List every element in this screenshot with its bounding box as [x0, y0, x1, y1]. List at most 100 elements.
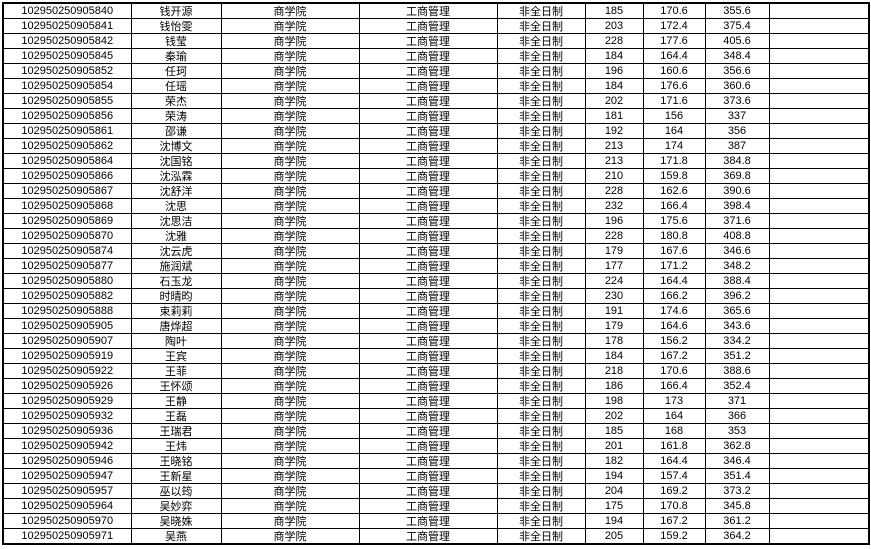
cell-major[interactable]: 工商管理 [358, 453, 498, 469]
cell-score2[interactable]: 166.4 [642, 378, 706, 394]
cell-total[interactable]: 351.4 [704, 468, 770, 484]
cell-score1[interactable]: 202 [584, 408, 644, 424]
cell-college[interactable]: 商学院 [220, 303, 360, 319]
cell-college[interactable]: 商学院 [220, 408, 360, 424]
cell-total[interactable]: 337 [704, 108, 770, 124]
cell-score2[interactable]: 166.4 [642, 198, 706, 214]
cell-name[interactable]: 王瑞君 [130, 423, 222, 439]
cell-college[interactable]: 商学院 [220, 423, 360, 439]
cell-total[interactable]: 356 [704, 123, 770, 139]
cell-mode[interactable]: 非全日制 [496, 438, 586, 454]
cell-total[interactable]: 351.2 [704, 348, 770, 364]
cell-score2[interactable]: 175.6 [642, 213, 706, 229]
cell-major[interactable]: 工商管理 [358, 2, 498, 19]
cell-id[interactable]: 102950250905841 [2, 18, 132, 34]
table-row[interactable]: 102950250905845 秦瑜 商学院 工商管理 非全日制 184 164.4 348.… [2, 48, 870, 64]
cell-college[interactable]: 商学院 [220, 498, 360, 514]
table-row[interactable]: 102950250905957 巫以筠 商学院 工商管理 非全日制 204 169.2 373… [2, 483, 870, 499]
cell-score2[interactable]: 167.2 [642, 513, 706, 529]
cell-major[interactable]: 工商管理 [358, 63, 498, 79]
cell-name[interactable]: 施润斌 [130, 258, 222, 274]
cell-major[interactable]: 工商管理 [358, 408, 498, 424]
cell-id[interactable]: 102950250905866 [2, 168, 132, 184]
cell-blank[interactable] [768, 483, 870, 499]
cell-id[interactable]: 102950250905862 [2, 138, 132, 154]
cell-blank[interactable] [768, 228, 870, 244]
cell-name[interactable]: 钱莹 [130, 33, 222, 49]
cell-total[interactable]: 346.4 [704, 453, 770, 469]
cell-blank[interactable] [768, 183, 870, 199]
cell-major[interactable]: 工商管理 [358, 363, 498, 379]
cell-score2[interactable]: 172.4 [642, 18, 706, 34]
cell-id[interactable]: 102950250905856 [2, 108, 132, 124]
cell-mode[interactable]: 非全日制 [496, 213, 586, 229]
cell-blank[interactable] [768, 423, 870, 439]
cell-college[interactable]: 商学院 [220, 153, 360, 169]
cell-total[interactable]: 373.2 [704, 483, 770, 499]
cell-name[interactable]: 唐烨超 [130, 318, 222, 334]
cell-score1[interactable]: 196 [584, 63, 644, 79]
cell-score2[interactable]: 180.8 [642, 228, 706, 244]
cell-college[interactable]: 商学院 [220, 63, 360, 79]
cell-mode[interactable]: 非全日制 [496, 33, 586, 49]
cell-major[interactable]: 工商管理 [358, 243, 498, 259]
cell-name[interactable]: 王磊 [130, 408, 222, 424]
cell-total[interactable]: 361.2 [704, 513, 770, 529]
cell-mode[interactable]: 非全日制 [496, 468, 586, 484]
cell-name[interactable]: 束莉莉 [130, 303, 222, 319]
cell-score2[interactable]: 171.2 [642, 258, 706, 274]
table-row[interactable]: 102950250905880 石玉龙 商学院 工商管理 非全日制 224 164.4 388… [2, 273, 870, 289]
cell-blank[interactable] [768, 78, 870, 94]
cell-blank[interactable] [768, 273, 870, 289]
cell-total[interactable]: 345.8 [704, 498, 770, 514]
cell-name[interactable]: 王静 [130, 393, 222, 409]
cell-name[interactable]: 沈云虎 [130, 243, 222, 259]
cell-score1[interactable]: 228 [584, 33, 644, 49]
cell-id[interactable]: 102950250905882 [2, 288, 132, 304]
cell-id[interactable]: 102950250905971 [2, 528, 132, 545]
cell-college[interactable]: 商学院 [220, 348, 360, 364]
cell-total[interactable]: 373.6 [704, 93, 770, 109]
cell-score1[interactable]: 213 [584, 138, 644, 154]
cell-college[interactable]: 商学院 [220, 33, 360, 49]
cell-mode[interactable]: 非全日制 [496, 348, 586, 364]
cell-mode[interactable]: 非全日制 [496, 168, 586, 184]
cell-name[interactable]: 石玉龙 [130, 273, 222, 289]
cell-id[interactable]: 102950250905855 [2, 93, 132, 109]
cell-mode[interactable]: 非全日制 [496, 123, 586, 139]
cell-college[interactable]: 商学院 [220, 363, 360, 379]
cell-name[interactable]: 沈思洁 [130, 213, 222, 229]
cell-mode[interactable]: 非全日制 [496, 288, 586, 304]
table-row[interactable]: 102950250905874 沈云虎 商学院 工商管理 非全日制 179 167.6 346… [2, 243, 870, 259]
cell-blank[interactable] [768, 18, 870, 34]
cell-name[interactable]: 秦瑜 [130, 48, 222, 64]
cell-name[interactable]: 沈国铭 [130, 153, 222, 169]
cell-total[interactable]: 353 [704, 423, 770, 439]
cell-id[interactable]: 102950250905888 [2, 303, 132, 319]
cell-name[interactable]: 王宾 [130, 348, 222, 364]
cell-score2[interactable]: 164 [642, 123, 706, 139]
table-row[interactable]: 102950250905862 沈博文 商学院 工商管理 非全日制 213 174 387 [2, 138, 870, 154]
table-row[interactable]: 102950250905946 王晓铭 商学院 工商管理 非全日制 182 164.4 346… [2, 453, 870, 469]
cell-name[interactable]: 沈博文 [130, 138, 222, 154]
table-row[interactable]: 102950250905868 沈思 商学院 工商管理 非全日制 232 166.4 398.… [2, 198, 870, 214]
cell-blank[interactable] [768, 33, 870, 49]
cell-score2[interactable]: 174.6 [642, 303, 706, 319]
cell-college[interactable]: 商学院 [220, 513, 360, 529]
cell-mode[interactable]: 非全日制 [496, 63, 586, 79]
cell-id[interactable]: 102950250905880 [2, 273, 132, 289]
table-row[interactable]: 102950250905842 钱莹 商学院 工商管理 非全日制 228 177.6 405.… [2, 33, 870, 49]
cell-major[interactable]: 工商管理 [358, 168, 498, 184]
cell-college[interactable]: 商学院 [220, 48, 360, 64]
cell-name[interactable]: 王晓铭 [130, 453, 222, 469]
cell-total[interactable]: 365.6 [704, 303, 770, 319]
cell-score1[interactable]: 194 [584, 513, 644, 529]
table-row[interactable]: 102950250905907 陶叶 商学院 工商管理 非全日制 178 156.2 334.… [2, 333, 870, 349]
cell-id[interactable]: 102950250905922 [2, 363, 132, 379]
cell-score1[interactable]: 228 [584, 228, 644, 244]
table-row[interactable]: 102950250905852 任珂 商学院 工商管理 非全日制 196 160.6 356.… [2, 63, 870, 79]
table-row[interactable]: 102950250905882 时晴昀 商学院 工商管理 非全日制 230 166.2 396… [2, 288, 870, 304]
table-row[interactable]: 102950250905922 王菲 商学院 工商管理 非全日制 218 170.6 388.… [2, 363, 870, 379]
cell-score1[interactable]: 205 [584, 528, 644, 545]
table-row[interactable]: 102950250905861 邵谦 商学院 工商管理 非全日制 192 164 356 [2, 123, 870, 139]
